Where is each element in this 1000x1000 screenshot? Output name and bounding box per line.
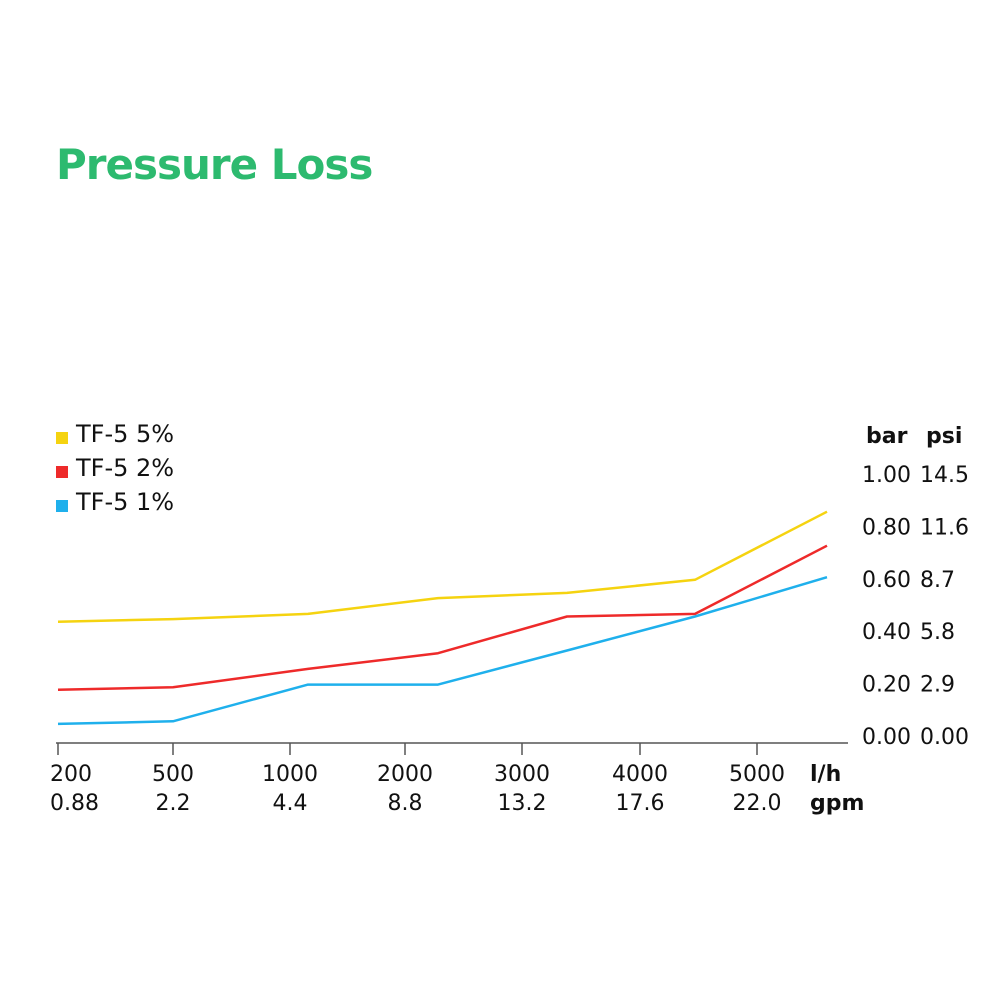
page-title: Pressure Loss: [56, 140, 373, 189]
x-tick-label-gpm: 13.2: [498, 791, 547, 816]
y-tick-label-psi: 2.9: [920, 673, 955, 698]
legend-item: TF-5 2%: [56, 451, 174, 485]
y-tick-label-bar: 0.40: [862, 620, 911, 645]
legend-label: TF-5 1%: [76, 488, 175, 516]
x-tick-label-gpm: 0.88: [50, 791, 99, 816]
series-line-tf-5-5-: [57, 510, 828, 623]
x-tick-label: 5000: [729, 762, 785, 787]
x-tick-label-gpm: 22.0: [733, 791, 782, 816]
legend-label: TF-5 5%: [76, 420, 175, 448]
legend-item: TF-5 1%: [56, 485, 174, 519]
legend-item: TF-5 5%: [56, 417, 174, 451]
series-line-tf-5-2-: [57, 544, 828, 692]
y-tick-label-psi: 11.6: [920, 515, 969, 540]
x-tick-label-gpm: 4.4: [273, 791, 308, 816]
y-tick-label-bar: 1.00: [862, 463, 911, 488]
y-tick-label-psi: 14.5: [920, 463, 969, 488]
x-tick-label-gpm: 2.2: [156, 791, 191, 816]
x-tick-label: 200: [50, 762, 92, 787]
x-tick-label: 3000: [494, 762, 550, 787]
x-unit-gpm: gpm: [810, 791, 864, 816]
x-tick-label: 1000: [262, 762, 318, 787]
x-tick-label: 4000: [612, 762, 668, 787]
y-tick-label-bar: 0.60: [862, 568, 911, 593]
y-unit-bar: bar: [866, 424, 908, 449]
y-tick-label-bar: 0.20: [862, 673, 911, 698]
y-tick-label-psi: 8.7: [920, 568, 955, 593]
x-unit-lh: l/h: [810, 762, 841, 787]
y-tick-label-bar: 0.00: [862, 725, 911, 750]
y-unit-psi: psi: [926, 424, 962, 449]
x-tick-label: 2000: [377, 762, 433, 787]
x-tick-label: 500: [152, 762, 194, 787]
legend-swatch: [56, 432, 68, 444]
x-tick-label-gpm: 8.8: [388, 791, 423, 816]
legend-swatch: [56, 466, 68, 478]
x-tick-label-gpm: 17.6: [616, 791, 665, 816]
series-line-tf-5-1-: [57, 576, 828, 726]
y-tick-label-bar: 0.80: [862, 515, 911, 540]
legend-label: TF-5 2%: [76, 454, 175, 482]
chart-legend: TF-5 5% TF-5 2% TF-5 1%: [56, 417, 174, 519]
y-tick-label-psi: 0.00: [920, 725, 969, 750]
legend-swatch: [56, 500, 68, 512]
y-tick-label-psi: 5.8: [920, 620, 955, 645]
